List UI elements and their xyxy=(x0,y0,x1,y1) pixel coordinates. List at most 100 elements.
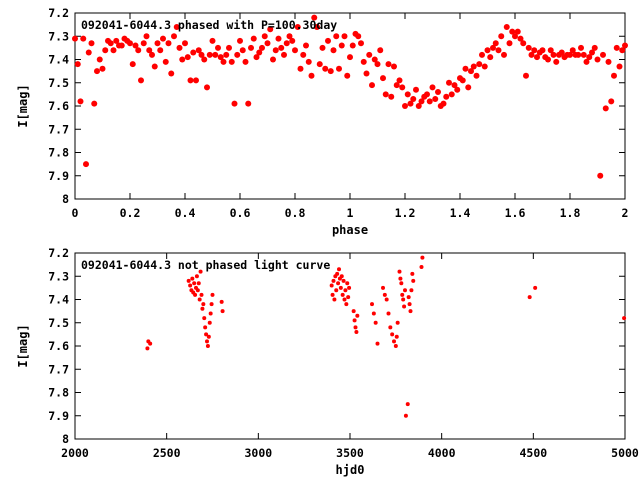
phased-data-point xyxy=(267,26,274,33)
phased-data-point xyxy=(173,23,180,30)
phased-data-point xyxy=(385,61,392,68)
unphased-data-point xyxy=(331,278,336,283)
unphased-data-point xyxy=(195,288,200,293)
phased-data-point xyxy=(424,91,430,98)
phased-data-point xyxy=(190,49,197,56)
phased-data-point xyxy=(429,84,436,91)
phased-data-point xyxy=(237,37,243,44)
phased-data-point xyxy=(418,98,425,105)
phased-data-point xyxy=(198,51,205,58)
phased-data-point xyxy=(220,58,227,65)
phased-data-point xyxy=(492,40,499,47)
phased-data-point xyxy=(146,47,153,54)
unphased-data-point xyxy=(196,281,201,286)
phased-data-point xyxy=(91,100,98,107)
phased-data-point xyxy=(355,33,362,40)
phased-data-point xyxy=(118,42,125,49)
phased-data-point xyxy=(303,42,309,49)
phased-data-point xyxy=(74,61,81,68)
phased-data-point xyxy=(316,61,323,68)
unphased-data-point xyxy=(210,292,215,297)
phased-data-point xyxy=(476,61,483,68)
phased-data-point xyxy=(470,63,477,70)
phased-data-point xyxy=(462,65,469,72)
unphased-data-point xyxy=(338,285,343,290)
phased-data-point xyxy=(325,37,331,44)
phased-data-point xyxy=(602,105,609,112)
phased-data-point xyxy=(558,49,565,56)
phased-data-point xyxy=(426,98,433,105)
phased-data-point xyxy=(330,47,337,54)
unphased-x-tick-label: 4500 xyxy=(519,446,547,460)
unphased-data-point xyxy=(192,281,197,286)
phased-chart: 7.2 7.3 7.4 7.5 7.6 7.7 7.8 7.9 8 0 0.2 0.4 0.6 0.8 1… xyxy=(16,6,628,237)
phased-data-point xyxy=(619,47,626,54)
phased-data-point xyxy=(248,44,254,51)
unphased-data-point xyxy=(409,288,414,293)
phased-data-point xyxy=(580,51,587,58)
unphased-data-point xyxy=(194,274,199,279)
phased-data-point xyxy=(451,82,458,89)
unphased-data-point xyxy=(340,292,345,297)
unphased-data-point xyxy=(398,276,403,281)
unphased-data-point xyxy=(373,320,378,325)
phased-data-point xyxy=(245,100,252,107)
phased-data-point xyxy=(308,72,315,79)
unphased-data-point xyxy=(219,299,224,304)
phased-data-point xyxy=(440,100,447,107)
phased-data-point xyxy=(204,84,210,91)
phased-data-point xyxy=(369,82,375,89)
phased-x-tick-label: 0.2 xyxy=(120,206,141,220)
unphased-x-tick-label: 2500 xyxy=(153,446,181,460)
unphased-data-point xyxy=(420,255,425,260)
phased-data-point xyxy=(525,44,532,51)
phased-data-point xyxy=(80,35,87,42)
phased-data-point xyxy=(388,93,395,100)
phased-y-axis: 7.2 7.3 7.4 7.5 7.6 7.7 7.8 7.9 8 xyxy=(48,6,625,206)
phased-data-point xyxy=(239,47,246,54)
unphased-data-point xyxy=(347,285,352,290)
unphased-x-tick-label: 3500 xyxy=(336,446,364,460)
phased-data-point xyxy=(94,68,100,75)
phased-data-point xyxy=(132,42,139,49)
phased-data-point xyxy=(165,40,172,47)
phased-data-point xyxy=(374,61,381,68)
unphased-data-point xyxy=(209,302,214,307)
phased-x-tick-label: 1.4 xyxy=(450,206,471,220)
phased-data-point xyxy=(187,77,194,84)
phased-data-point xyxy=(622,42,628,49)
unphased-chart-title: 092041-6044.3 not phased light curve xyxy=(81,258,330,272)
phased-data-point xyxy=(534,54,540,61)
unphased-data-point xyxy=(403,413,408,418)
unphased-y-tick-label: 7.2 xyxy=(48,246,69,260)
unphased-y-tick-label: 7.3 xyxy=(48,269,69,283)
phased-data-point xyxy=(347,54,353,61)
unphased-data-point xyxy=(408,309,413,314)
phased-data-point xyxy=(176,44,183,51)
phased-data-point xyxy=(490,44,496,51)
phased-data-point xyxy=(140,40,147,47)
phased-data-point xyxy=(616,63,623,70)
unphased-y-tick-label: 7.5 xyxy=(48,316,69,330)
phased-data-point xyxy=(151,63,158,70)
phased-data-point xyxy=(415,103,422,109)
phased-data-point xyxy=(594,56,601,63)
phased-data-point xyxy=(209,37,216,44)
phased-data-point xyxy=(520,40,527,47)
unphased-data-point xyxy=(220,309,225,314)
phased-data-point xyxy=(377,47,384,54)
phased-data-point xyxy=(193,77,199,84)
phased-x-tick-label: 1.8 xyxy=(560,206,581,220)
phased-data-point xyxy=(83,161,89,168)
unphased-data-point xyxy=(203,325,208,330)
phased-data-point xyxy=(341,33,348,40)
unphased-data-point xyxy=(329,283,334,288)
phased-data-point xyxy=(366,51,373,58)
phased-data-point xyxy=(404,91,411,98)
phased-data-point xyxy=(256,49,263,56)
phased-data-point xyxy=(600,51,606,58)
unphased-data-point xyxy=(399,281,404,286)
unphased-data-point xyxy=(400,292,405,297)
phased-data-point xyxy=(399,84,406,91)
